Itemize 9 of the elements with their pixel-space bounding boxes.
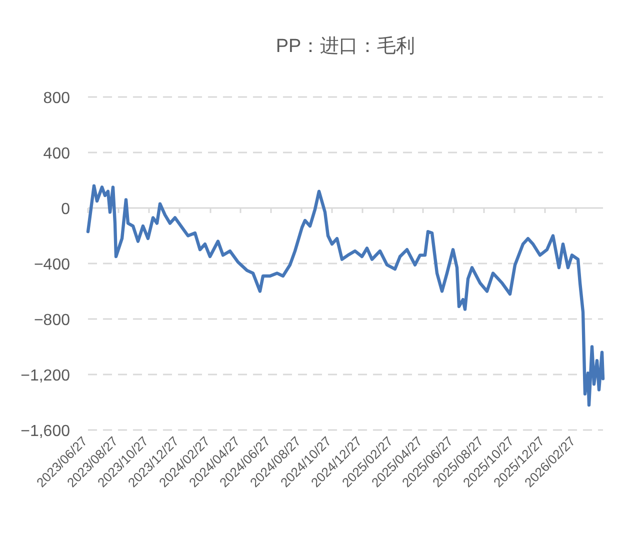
y-tick-label: 0: [61, 201, 70, 218]
y-tick-label: −1,200: [20, 368, 70, 384]
y-tick-label: 400: [43, 146, 70, 162]
y-tick-label: 800: [43, 90, 70, 107]
chart-title: PP：进口：毛利: [276, 36, 416, 57]
line-series: [86, 184, 605, 407]
y-tick-label: −400: [34, 256, 70, 274]
y-tick-label: −1,600: [20, 423, 70, 440]
y-tick-label: −800: [34, 312, 70, 329]
